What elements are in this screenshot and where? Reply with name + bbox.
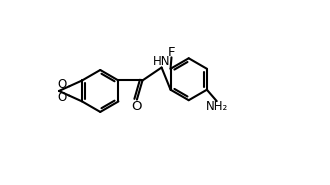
Text: O: O <box>58 78 67 91</box>
Text: O: O <box>132 100 142 113</box>
Text: F: F <box>168 46 175 59</box>
Text: NH₂: NH₂ <box>206 100 228 113</box>
Text: HN: HN <box>153 56 170 68</box>
Text: O: O <box>58 91 67 104</box>
